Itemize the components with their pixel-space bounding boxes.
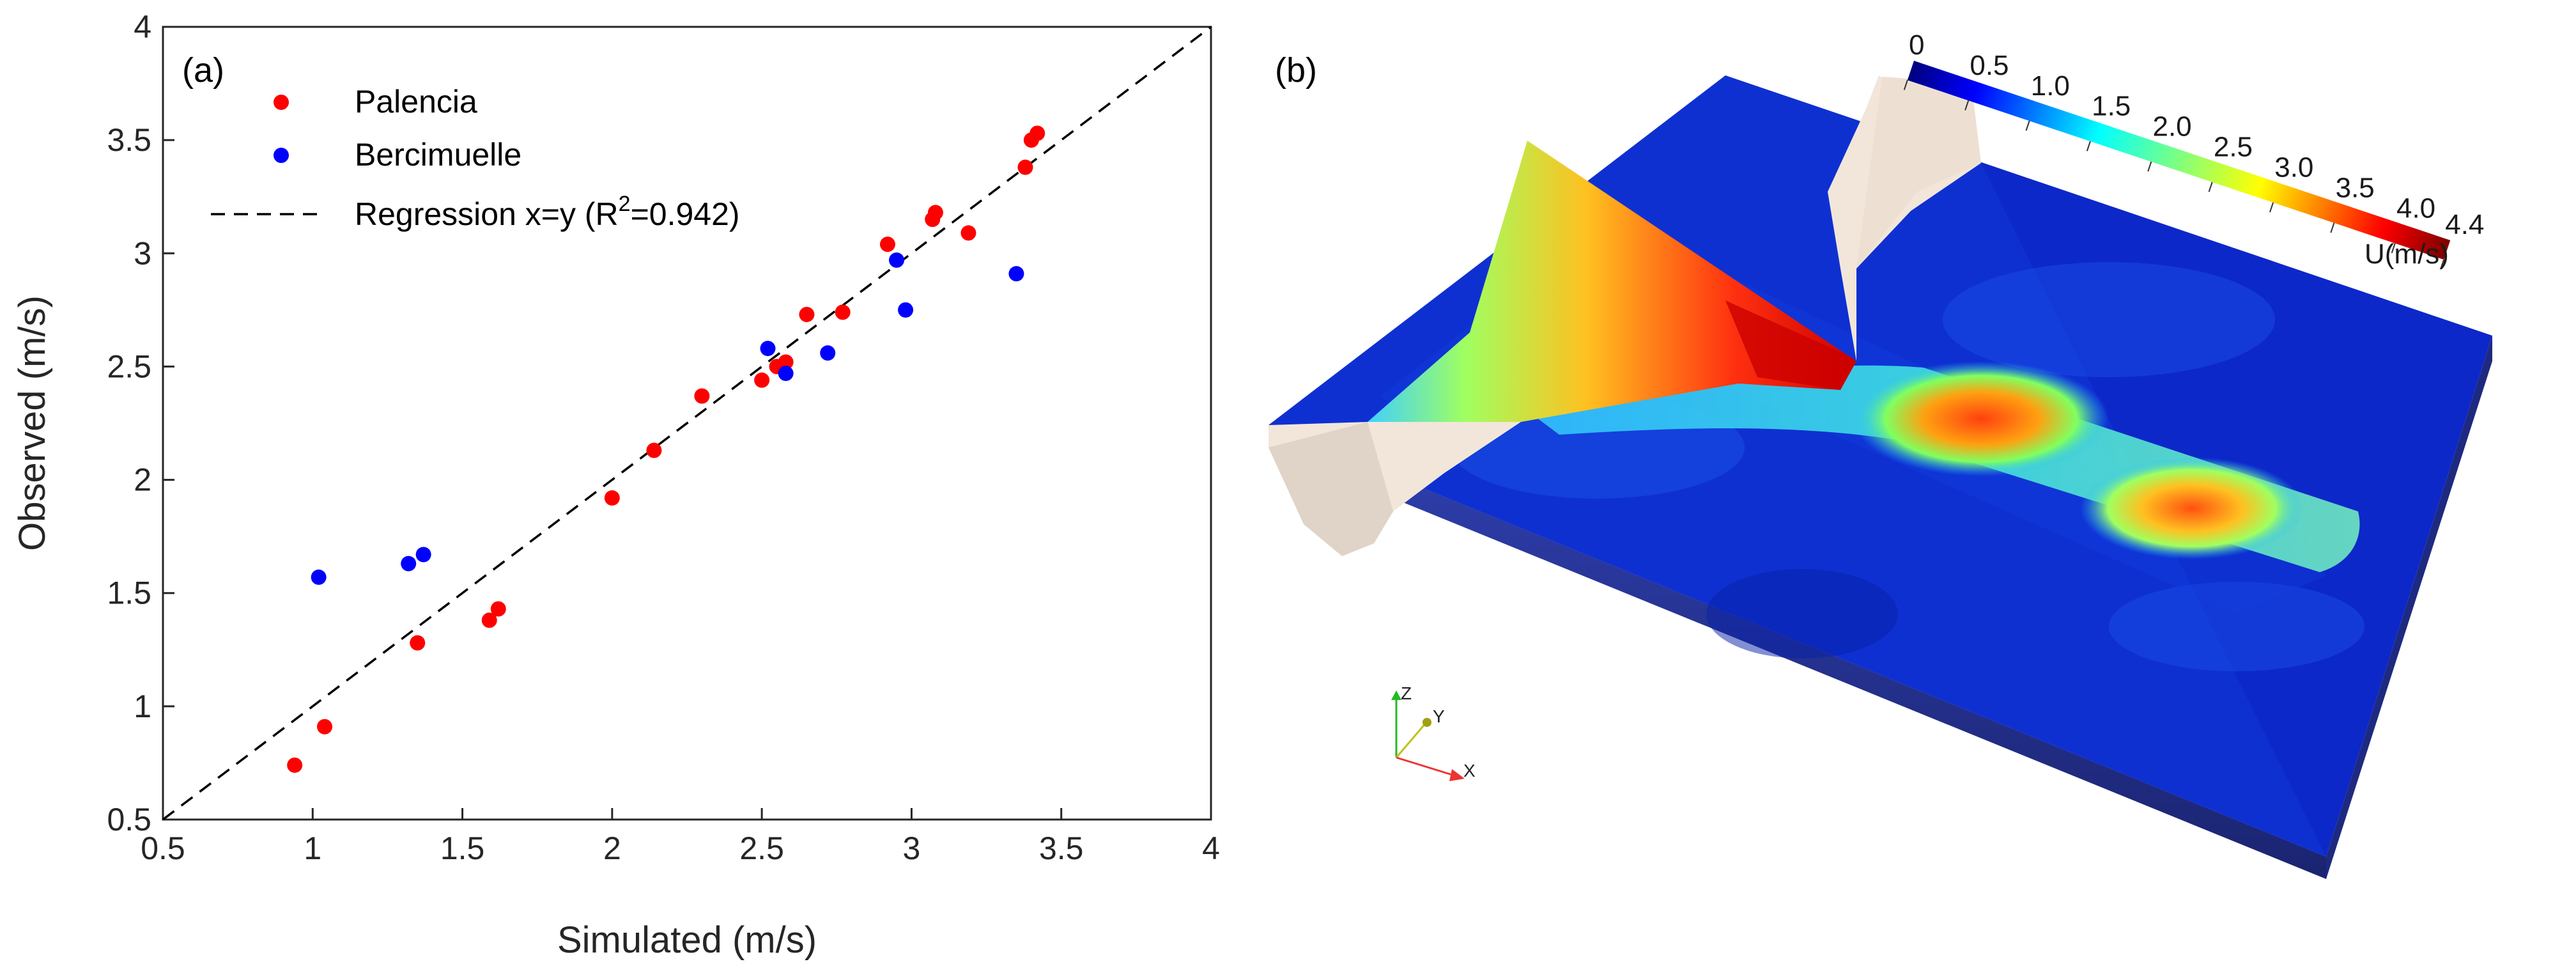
data-point-bercimuelle xyxy=(1008,266,1024,282)
y-axis-ticks: 0.5 1 1.5 2 2.5 3 3.5 4 xyxy=(107,9,174,837)
y-tick-label: 1 xyxy=(134,688,151,724)
data-point-palencia xyxy=(481,612,497,628)
data-point-palencia xyxy=(490,601,506,617)
colorbar-tick-mark xyxy=(2086,141,2091,152)
x-tick-label: 2 xyxy=(603,830,621,866)
legend-marker-bercimuelle xyxy=(274,148,289,163)
data-point-bercimuelle xyxy=(898,302,914,318)
data-point-palencia xyxy=(694,388,710,404)
y-axis-arrow-icon xyxy=(1423,718,1431,727)
triad-x-label: X xyxy=(1463,761,1476,781)
x-tick-label: 1 xyxy=(304,830,321,866)
data-point-palencia xyxy=(778,354,794,370)
data-point-palencia xyxy=(317,719,333,735)
left-embankment xyxy=(1269,422,1521,556)
panel-a-label: (a) xyxy=(182,51,224,89)
y-tick-label: 4 xyxy=(134,9,151,45)
y-tick-label: 1.5 xyxy=(107,575,151,611)
domain-right-face xyxy=(2326,336,2492,879)
data-point-palencia xyxy=(410,635,426,651)
x-tick-label: 2.5 xyxy=(739,830,784,866)
data-point-bercimuelle xyxy=(778,366,794,382)
colorbar-tick-mark xyxy=(2147,161,2152,172)
data-point-bercimuelle xyxy=(415,547,431,563)
colorbar-tick-label: 4.0 xyxy=(2396,192,2435,224)
data-point-palencia xyxy=(604,490,620,506)
data-point-bercimuelle xyxy=(401,556,417,572)
legend-marker-palencia xyxy=(274,95,289,110)
colorbar-tick-mark xyxy=(2391,243,2396,254)
data-points xyxy=(287,125,1045,773)
colorbar-tick-label: 1.0 xyxy=(2031,70,2070,102)
colorbar-tick-label: 4.4 xyxy=(2445,209,2484,240)
data-point-bercimuelle xyxy=(760,341,776,357)
spillway-chute xyxy=(1368,141,1856,422)
colorbar-tick-mark xyxy=(2025,120,2030,131)
colorbar xyxy=(1907,61,2451,260)
colorbar-tick-label: 3.5 xyxy=(2336,172,2375,203)
x-axis-arrow-icon xyxy=(1449,769,1465,781)
colorbar-tick-label: 1.5 xyxy=(2092,91,2131,122)
colorbar-tick-mark xyxy=(2269,202,2274,213)
y-axis-title: Observed (m/s) xyxy=(12,295,53,551)
data-point-palencia xyxy=(879,237,895,253)
right-embankment-top xyxy=(1856,77,1981,268)
data-point-palencia xyxy=(927,205,943,221)
data-point-palencia xyxy=(754,372,770,388)
hotspot-2 xyxy=(2080,457,2304,559)
data-point-palencia xyxy=(287,757,303,773)
domain-slab xyxy=(1269,75,2492,879)
x-axis-ticks: 0.5 1 1.5 2 2.5 3 3.5 4 xyxy=(141,808,1220,866)
colorbar-tick-label: 0 xyxy=(1909,29,1924,61)
data-point-palencia xyxy=(646,442,662,458)
x-tick-label: 0.5 xyxy=(141,830,185,866)
data-point-bercimuelle xyxy=(311,569,327,585)
colorbar-label: U(m/s) xyxy=(2364,238,2449,270)
x-tick-label: 1.5 xyxy=(440,830,485,866)
colorbar-tick-label: 2.5 xyxy=(2214,132,2253,163)
colorbar-ticks: 0 0.5 1.0 1.5 2.0 2.5 3.0 3.5 4.0 4.4 xyxy=(1903,29,2484,270)
data-point-palencia xyxy=(960,225,976,241)
x-tick-label: 4 xyxy=(1202,830,1220,866)
legend-label-palencia: Palencia xyxy=(355,84,477,120)
regression-line xyxy=(162,26,1212,821)
legend: Palencia Bercimuelle Regression x=y (R2=… xyxy=(211,84,740,232)
triad-y-label: Y xyxy=(1433,706,1445,726)
x-tick-label: 3 xyxy=(903,830,921,866)
legend-label-regression: Regression x=y (R2=0.942) xyxy=(355,192,740,232)
triad-z-label: Z xyxy=(1401,683,1412,703)
panel-b-label: (b) xyxy=(1275,51,1317,89)
data-point-bercimuelle xyxy=(889,252,904,268)
data-point-palencia xyxy=(799,306,815,322)
data-point-palencia xyxy=(1030,125,1045,141)
x-tick-label: 3.5 xyxy=(1039,830,1084,866)
data-point-palencia xyxy=(1017,159,1033,175)
colorbar-tick-label: 2.0 xyxy=(2152,111,2191,143)
x-axis-title: Simulated (m/s) xyxy=(557,919,817,961)
colorbar-tick-mark xyxy=(1903,80,1908,90)
data-point-bercimuelle xyxy=(820,345,836,361)
colorbar-tick-mark xyxy=(2208,182,2213,192)
y-tick-label: 0.5 xyxy=(107,802,151,837)
colorbar-tick-label: 0.5 xyxy=(1970,50,2009,81)
colorbar-tick-label: 3.0 xyxy=(2274,152,2313,183)
z-axis-arrow-icon xyxy=(1391,690,1401,700)
colorbar-tick-mark xyxy=(2440,259,2445,270)
y-tick-label: 3.5 xyxy=(107,122,151,158)
data-point-palencia xyxy=(835,304,851,320)
colorbar-tick-mark xyxy=(1964,100,1970,111)
axes-triad: Z Y X xyxy=(1391,683,1476,781)
hotspot-1 xyxy=(1853,361,2109,476)
colorbar-tick-mark xyxy=(2330,222,2335,233)
legend-label-bercimuelle: Bercimuelle xyxy=(355,137,521,173)
y-tick-label: 2 xyxy=(134,462,151,498)
y-tick-label: 3 xyxy=(134,235,151,271)
y-tick-label: 2.5 xyxy=(107,348,151,384)
jet-plume xyxy=(1521,365,2360,572)
